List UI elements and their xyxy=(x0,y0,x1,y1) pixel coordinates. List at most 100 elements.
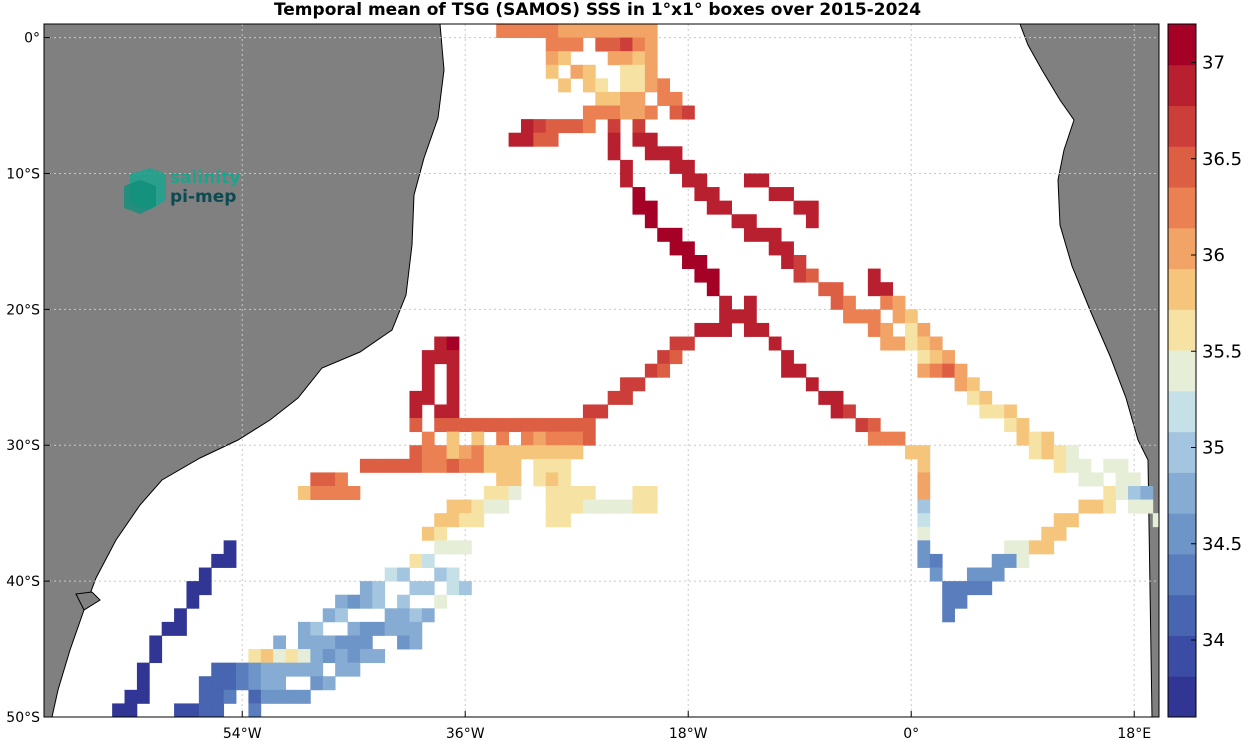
sss-cell xyxy=(570,37,584,52)
logo-line2: pi-mep xyxy=(170,187,236,207)
colorbar-segment xyxy=(1168,187,1196,229)
sss-cell xyxy=(892,336,906,351)
sss-cell xyxy=(1128,472,1141,487)
sss-cell xyxy=(607,24,621,38)
sss-cell xyxy=(855,309,869,324)
sss-cell xyxy=(632,486,646,500)
sss-cell xyxy=(632,78,646,93)
sss-cell xyxy=(1004,553,1017,568)
sss-cell xyxy=(409,418,423,433)
sss-cell xyxy=(867,418,881,433)
sss-cell xyxy=(843,295,856,310)
colorbar-segment xyxy=(1168,268,1196,310)
sss-cell xyxy=(434,336,448,351)
sss-cell xyxy=(186,581,200,596)
sss-cell xyxy=(446,336,460,351)
sss-cell xyxy=(335,486,348,500)
sss-cell xyxy=(372,621,386,636)
sss-cell xyxy=(657,91,671,106)
sss-cell xyxy=(768,241,782,256)
sss-cell xyxy=(682,105,695,120)
sss-cell xyxy=(174,621,187,636)
sss-cell xyxy=(1115,486,1129,500)
sss-cell xyxy=(644,78,658,93)
sss-cell xyxy=(682,255,695,269)
sss-cell xyxy=(260,649,274,664)
sss-cell xyxy=(186,594,200,609)
sss-cell xyxy=(260,689,274,704)
sss-cell xyxy=(211,676,225,691)
sss-cell xyxy=(446,363,460,378)
sss-cell xyxy=(273,649,286,664)
sss-cell xyxy=(409,581,423,596)
sss-cell xyxy=(669,146,683,161)
sss-cell xyxy=(421,526,435,541)
sss-cell xyxy=(929,350,943,365)
sss-cell xyxy=(359,458,373,473)
sss-cell xyxy=(236,676,249,691)
sss-cell xyxy=(582,486,596,500)
sss-cell xyxy=(644,37,658,52)
sss-cell xyxy=(223,689,237,704)
sss-cell xyxy=(867,282,881,297)
sss-cell xyxy=(273,676,286,691)
sss-cell xyxy=(347,621,361,636)
sss-cell xyxy=(966,377,980,392)
sss-cell xyxy=(917,350,931,365)
sss-cell xyxy=(496,458,509,473)
sss-cell xyxy=(508,445,522,460)
sss-cell xyxy=(397,635,410,650)
map-title: Temporal mean of TSG (SAMOS) SSS in 1°x1… xyxy=(273,0,922,20)
sss-cell xyxy=(867,268,881,283)
colorbar-segment xyxy=(1168,431,1196,473)
sss-cell xyxy=(558,458,571,473)
sss-cell xyxy=(496,486,509,500)
sss-cell xyxy=(1028,431,1042,446)
lat-tick-label: 40°S xyxy=(6,574,40,590)
sss-cell xyxy=(496,418,509,433)
sss-cell xyxy=(545,64,559,79)
sss-cell xyxy=(669,241,683,256)
sss-cell xyxy=(322,635,336,650)
sss-cell xyxy=(595,404,609,419)
sss-cell xyxy=(781,350,794,365)
sss-cell xyxy=(335,608,348,623)
sss-cell xyxy=(595,105,609,120)
sss-cell xyxy=(682,159,695,174)
sss-cell xyxy=(248,689,262,704)
sss-cell xyxy=(830,295,844,310)
sss-cell xyxy=(917,499,931,514)
sss-cell xyxy=(446,458,460,473)
sss-cell xyxy=(743,322,757,337)
sss-cell xyxy=(582,24,596,38)
sss-cell xyxy=(310,635,324,650)
sss-cell xyxy=(248,676,262,691)
sss-cell xyxy=(421,445,435,460)
sss-cell xyxy=(669,91,683,106)
sss-cell xyxy=(446,418,460,433)
sss-cell xyxy=(954,581,968,596)
lat-tick-label: 0° xyxy=(24,31,40,47)
sss-cell xyxy=(421,581,435,596)
sss-cell xyxy=(297,621,311,636)
sss-cell xyxy=(979,404,993,419)
sss-cell xyxy=(1090,499,1104,514)
sss-cell xyxy=(570,119,584,134)
sss-cell xyxy=(632,119,646,134)
sss-cell xyxy=(347,486,361,500)
sss-cell xyxy=(1004,418,1017,433)
sss-cell xyxy=(533,24,547,38)
sss-cell xyxy=(632,91,646,106)
sss-cell xyxy=(719,200,732,215)
sss-cell xyxy=(372,594,386,609)
colorbar-segment xyxy=(1168,350,1196,392)
sss-cell xyxy=(917,445,931,460)
sss-cell xyxy=(1128,486,1141,500)
sss-cell xyxy=(880,282,894,297)
sss-cell xyxy=(607,146,621,161)
sss-cell xyxy=(409,458,423,473)
sss-cell xyxy=(198,703,212,717)
sss-cell xyxy=(620,173,633,188)
sss-cell xyxy=(1103,458,1117,473)
sss-cell xyxy=(669,227,683,242)
